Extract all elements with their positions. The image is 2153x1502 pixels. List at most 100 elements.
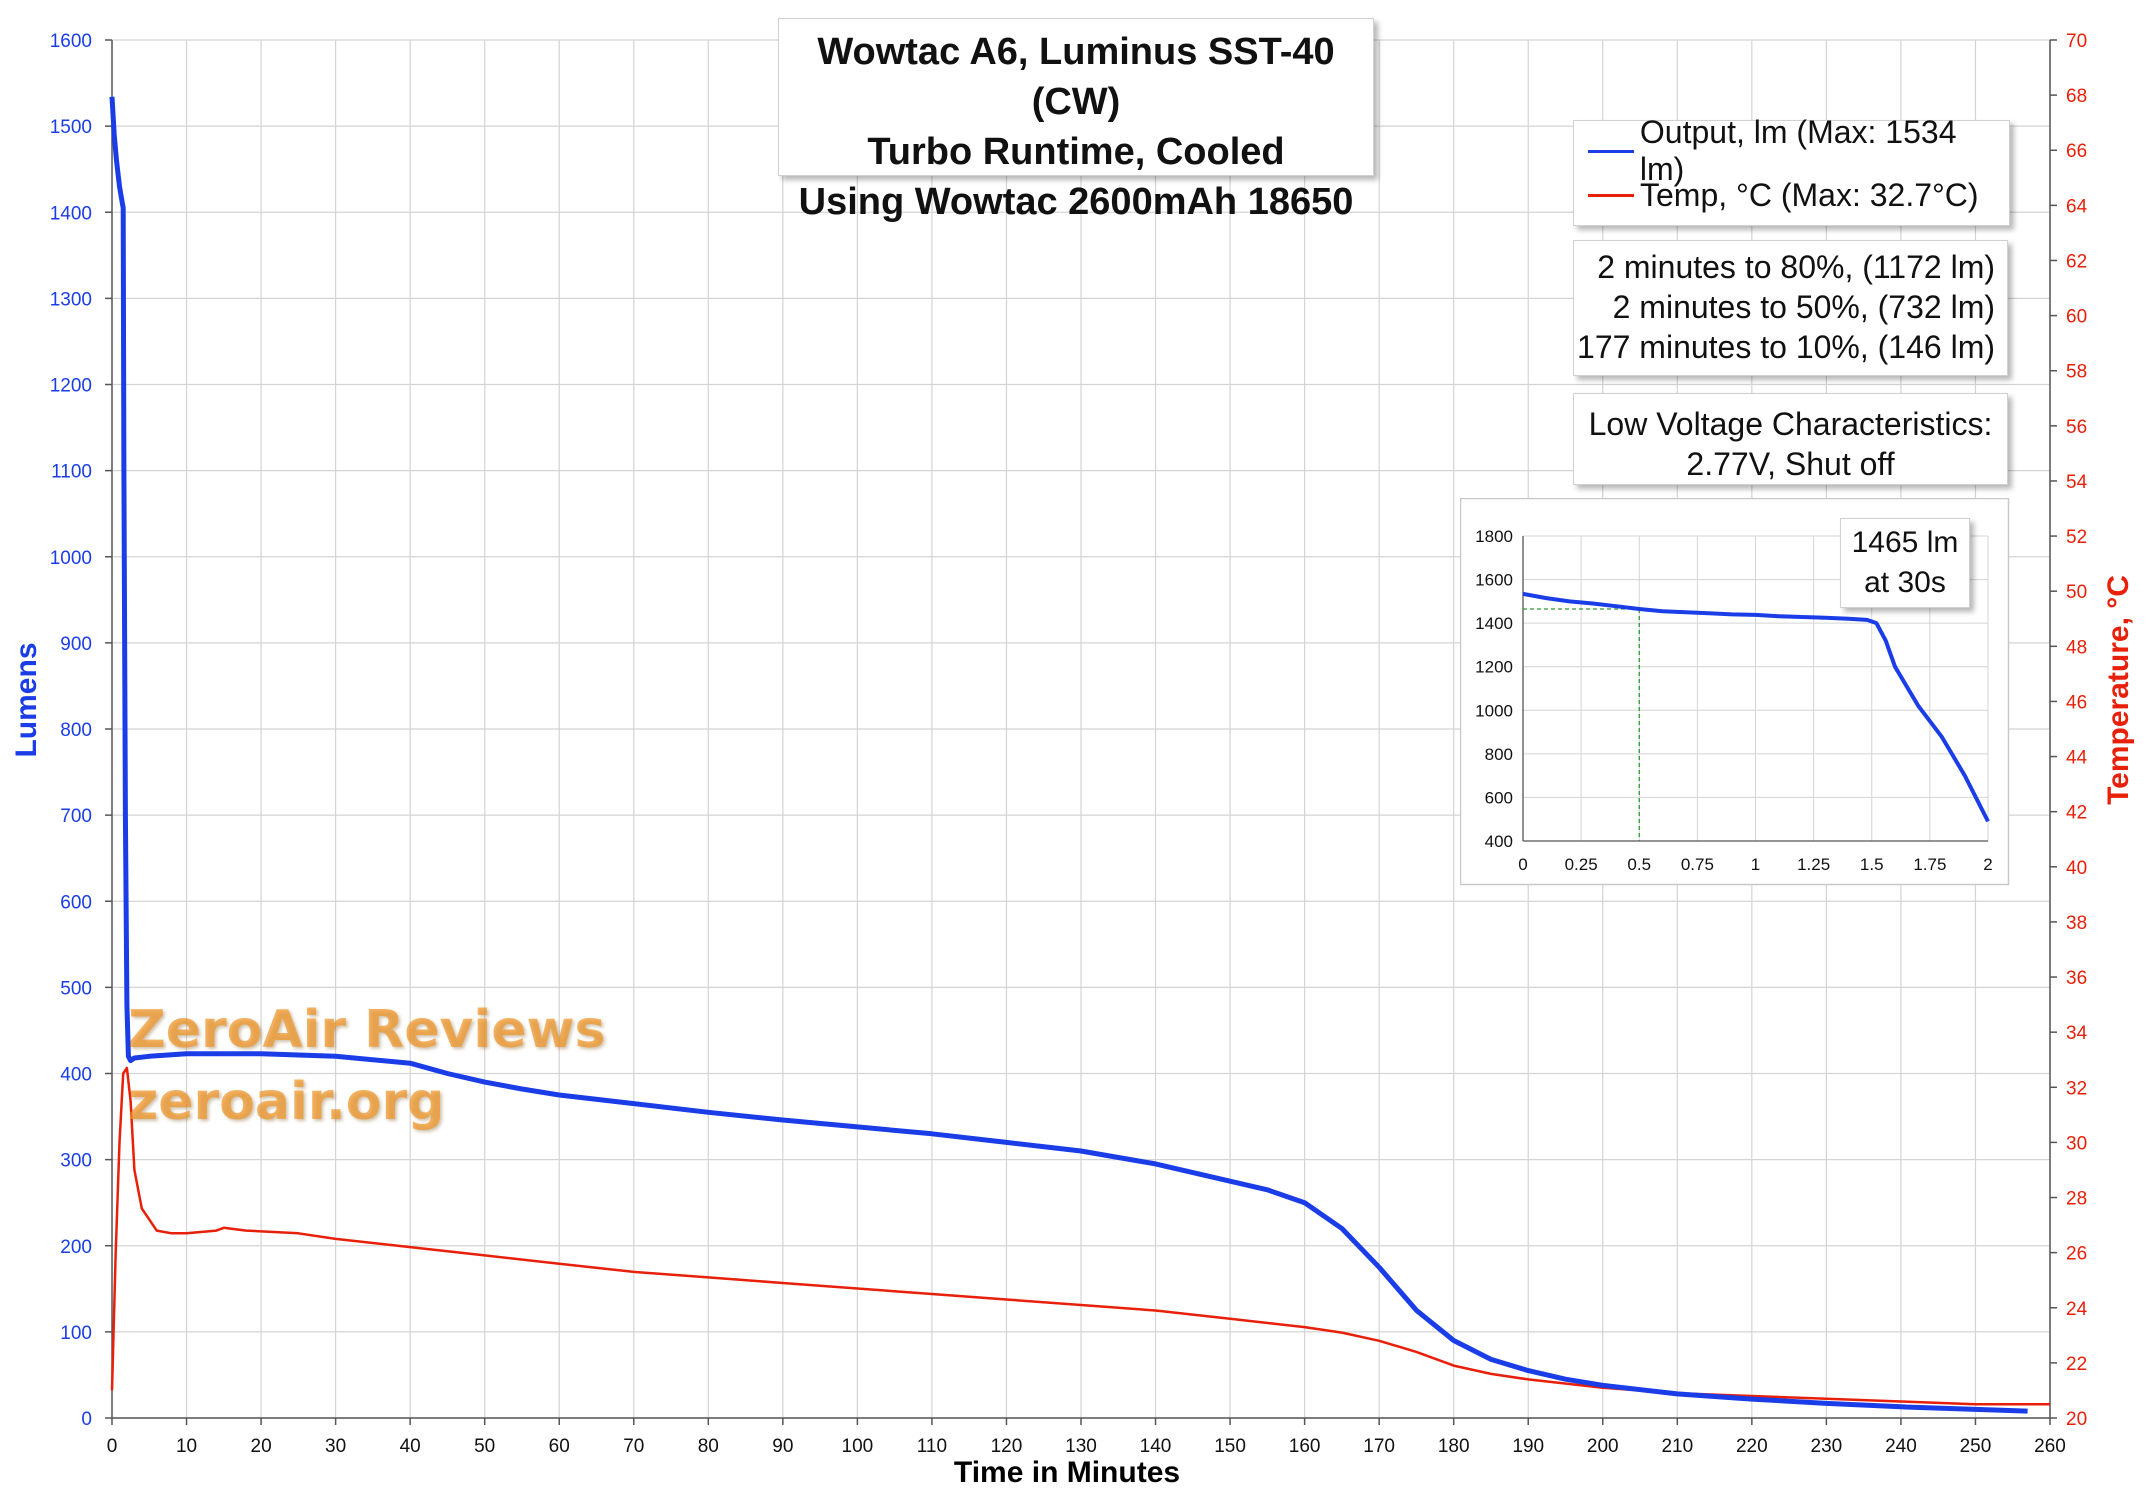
- x-tick-label: 180: [1438, 1436, 1470, 1457]
- x-tick-label: 110: [917, 1436, 947, 1457]
- right-tick-label: 38: [2066, 913, 2087, 934]
- legend-label-output: Output, lm (Max: 1534 lm): [1639, 114, 1957, 187]
- x-axis-label: Time in Minutes: [954, 1456, 1180, 1489]
- chart-title-line: Wowtac A6, Luminus SST-40 (CW): [817, 31, 1335, 123]
- inset-annotation-value: 1465 lm: [1851, 526, 1959, 559]
- inset-x-tick-label: 1.5: [1860, 855, 1884, 874]
- x-tick-label: 90: [772, 1436, 793, 1457]
- inset-y-tick-label: 1200: [1475, 658, 1513, 677]
- x-tick-label: 220: [1736, 1436, 1768, 1457]
- inset-y-tick-label: 400: [1485, 832, 1513, 851]
- right-tick-label: 70: [2066, 31, 2087, 52]
- right-tick-label: 68: [2066, 86, 2087, 107]
- left-axis-ticks: 0 100 200 300 400 500 600 700 800 900 1000 1100 1200…: [50, 31, 112, 1430]
- chart-title-line: Turbo Runtime, Cooled: [867, 131, 1285, 173]
- right-tick-label: 52: [2066, 527, 2087, 548]
- low-voltage-heading: Low Voltage Characteristics:: [1588, 406, 1993, 442]
- x-axis-ticks: 0 10 20 30 40 50 60 70 80 90 100 110 120 130 140 150 160…: [107, 1418, 2066, 1457]
- series-output-line: [109, 96, 2028, 1414]
- right-tick-label: 60: [2066, 307, 2087, 328]
- inset-x-tick-label: 1.25: [1797, 855, 1830, 874]
- chart-title-line: Using Wowtac 2600mAh 18650: [798, 181, 1354, 223]
- right-tick-label: 42: [2066, 803, 2087, 824]
- inset-series-layer: [1522, 591, 1990, 841]
- x-tick-label: 120: [991, 1436, 1023, 1457]
- right-tick-label: 26: [2066, 1244, 2087, 1265]
- right-tick-label: 30: [2066, 1133, 2087, 1154]
- x-tick-label: 80: [698, 1436, 719, 1457]
- right-tick-label: 36: [2066, 968, 2087, 989]
- left-tick-label: 0: [81, 1409, 92, 1430]
- stat-50-percent: 2 minutes to 50%, (732 lm): [1612, 289, 1995, 325]
- low-voltage-value: 2.77V, Shut off: [1686, 446, 1895, 482]
- right-tick-label: 28: [2066, 1189, 2087, 1210]
- inset-annotation: 1465 lm at 30s: [1840, 518, 1970, 608]
- runtime-stats-box: 2 minutes to 80%, (1172 lm) 2 minutes to…: [1573, 240, 2008, 376]
- x-tick-label: 0: [107, 1436, 118, 1457]
- inset-x-tick-label: 1.75: [1913, 855, 1946, 874]
- left-tick-label: 100: [60, 1323, 92, 1344]
- legend-item-output: Output, lm (Max: 1534 lm): [1588, 114, 2009, 187]
- series-temp-line: [110, 1066, 2050, 1406]
- chart-title: Wowtac A6, Luminus SST-40 (CW) Turbo Runt…: [779, 27, 1373, 227]
- legend: Output, lm (Max: 1534 lm) Temp, °C (Max:…: [1573, 114, 2010, 226]
- left-tick-label: 1000: [50, 548, 92, 569]
- right-tick-label: 58: [2066, 362, 2087, 383]
- right-tick-label: 48: [2066, 637, 2087, 658]
- x-tick-label: 100: [842, 1436, 874, 1457]
- x-tick-label: 200: [1587, 1436, 1619, 1457]
- left-tick-label: 1100: [51, 462, 92, 483]
- left-tick-label: 700: [60, 806, 92, 827]
- x-tick-label: 230: [1811, 1436, 1843, 1457]
- x-tick-label: 210: [1661, 1436, 1693, 1457]
- right-tick-label: 44: [2066, 748, 2088, 769]
- right-tick-label: 66: [2066, 141, 2087, 162]
- x-tick-label: 20: [251, 1436, 272, 1457]
- right-tick-label: 56: [2066, 417, 2087, 438]
- right-tick-label: 50: [2066, 582, 2087, 603]
- x-tick-label: 190: [1512, 1436, 1544, 1457]
- x-tick-label: 130: [1065, 1436, 1097, 1457]
- legend-label-temp: Temp, °C (Max: 32.7°C): [1640, 176, 1979, 213]
- x-tick-label: 140: [1140, 1436, 1172, 1457]
- left-tick-label: 600: [60, 892, 92, 913]
- inset-x-tick-label: 0.75: [1681, 855, 1714, 874]
- inset-y-tick-label: 1400: [1475, 614, 1513, 633]
- watermark-line-1: ZeroAir Reviews: [128, 1000, 606, 1060]
- inset-annotation-time: at 30s: [1864, 566, 1946, 599]
- chart-title-box: Wowtac A6, Luminus SST-40 (CW) Turbo Runt…: [778, 18, 1374, 223]
- right-tick-label: 20: [2066, 1409, 2087, 1430]
- right-tick-label: 22: [2066, 1354, 2087, 1375]
- inset-y-tick-label: 1600: [1475, 571, 1513, 590]
- x-tick-label: 240: [1885, 1436, 1917, 1457]
- right-tick-label: 46: [2066, 692, 2087, 713]
- watermark-line-2: zeroair.org: [128, 1072, 445, 1132]
- left-tick-label: 1200: [50, 376, 92, 397]
- stat-80-percent: 2 minutes to 80%, (1172 lm): [1597, 249, 1995, 285]
- left-tick-label: 200: [60, 1237, 92, 1258]
- inset-x-tick-label: 2: [1983, 855, 1992, 874]
- inset-series-output-line: [1522, 591, 1990, 823]
- low-voltage-box: Low Voltage Characteristics: 2.77V, Shut…: [1573, 393, 2008, 485]
- right-tick-label: 32: [2066, 1078, 2087, 1099]
- right-tick-label: 54: [2066, 472, 2088, 493]
- inset-x-tick-label: 0.25: [1565, 855, 1598, 874]
- left-tick-label: 1500: [50, 117, 92, 138]
- x-tick-label: 160: [1289, 1436, 1321, 1457]
- x-tick-label: 30: [325, 1436, 346, 1457]
- left-tick-label: 300: [60, 1151, 92, 1172]
- inset-y-tick-label: 1800: [1475, 527, 1513, 546]
- inset-y-tick-label: 1000: [1475, 701, 1513, 720]
- left-tick-label: 1300: [50, 289, 92, 310]
- inset-x-tick-label: 0.5: [1627, 855, 1651, 874]
- x-tick-label: 10: [176, 1436, 197, 1457]
- left-tick-label: 400: [60, 1065, 92, 1086]
- left-tick-label: 500: [60, 978, 92, 999]
- y-axis-label-lumens: Lumens: [10, 642, 43, 757]
- x-tick-label: 60: [549, 1436, 570, 1457]
- x-tick-label: 40: [400, 1436, 421, 1457]
- inset-axis-ticks: 400 600 800 1000 1200 1400 1600 1800 0 0.25 0.5 0.7…: [1475, 527, 1993, 874]
- inset-y-tick-label: 800: [1485, 745, 1513, 764]
- y-axis-label-temperature: Temperature, °C: [2102, 575, 2135, 805]
- right-tick-label: 24: [2066, 1299, 2088, 1320]
